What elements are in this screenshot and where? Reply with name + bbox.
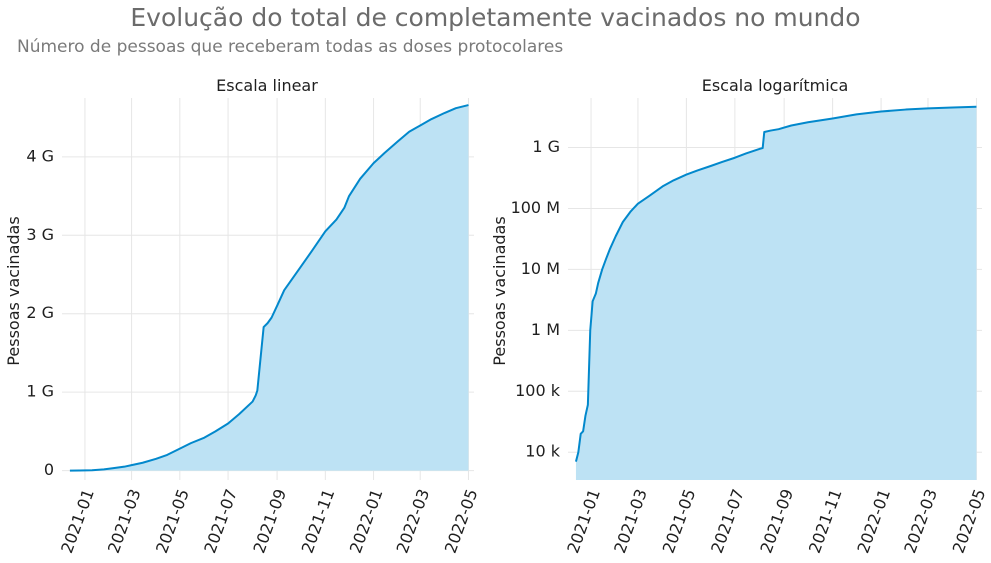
y-tick-label: 10 M [521,259,560,278]
y-tick-label: 3 G [26,225,54,244]
x-tick-label: 2021-11 [805,486,846,555]
x-tick-label: 2021-11 [298,486,339,555]
x-tick-label: 2022-05 [441,486,482,555]
chart-subtitle: Número de pessoas que receberam todas as… [17,37,564,57]
series-line [69,104,469,472]
x-tick-label: 2022-01 [853,486,894,555]
x-tick-label: 2022-05 [949,486,990,555]
y-tick-label: 1 G [26,382,54,401]
panel-title-log: Escala logarítmica [702,76,849,95]
y-tick-label: 100 k [515,381,561,400]
y-tick-label: 4 G [26,146,54,165]
y-tick-label: 1 G [532,137,560,156]
y-tick-label: 1 M [531,320,560,339]
x-tick-label: 2021-01 [563,486,604,555]
x-tick-label: 2021-03 [610,486,651,555]
panel-log: Escala logarítmica Pessoas vacinadas 202… [490,76,989,556]
x-tick-label: 2022-03 [900,486,941,555]
panel-title-linear: Escala linear [216,76,318,95]
x-tick-label: 2021-05 [659,486,700,555]
x-tick-label: 2021-09 [249,486,290,555]
series-area [575,106,977,480]
y-tick-label: 10 k [525,442,560,461]
chart-title: Evolução do total de completamente vacin… [130,3,861,32]
x-tick-label: 2021-03 [104,486,145,555]
x-tick-label: 2021-07 [200,486,241,555]
x-tick-label: 2022-01 [346,486,387,555]
x-tick-label: 2022-03 [392,486,433,555]
x-tick-label: 2021-09 [756,486,797,555]
x-tick-label: 2021-05 [152,486,193,555]
y-tick-label: 100 M [511,198,560,217]
x-tick-label: 2021-01 [57,486,98,555]
y-tick-label: 0 [44,460,54,479]
y-axis-label-linear: Pessoas vacinadas [4,216,23,365]
panel-linear: Escala linear Pessoas vacinadas 2021-01 2… [4,76,481,556]
series-area [69,105,469,471]
y-axis-label-log: Pessoas vacinadas [490,216,509,365]
y-tick-label: 2 G [26,303,54,322]
x-tick-label: 2021-07 [707,486,748,555]
series-line [574,105,977,462]
